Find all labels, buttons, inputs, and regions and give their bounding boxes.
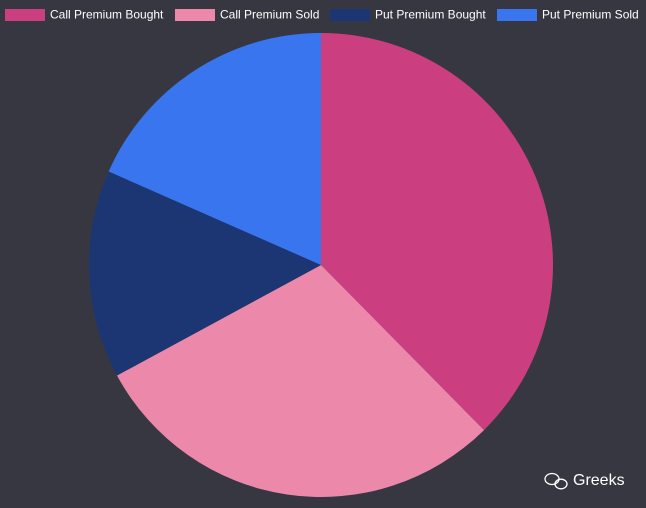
legend-label: Call Premium Bought — [50, 8, 164, 22]
watermark: Greeks — [573, 472, 625, 489]
pie-slice — [108, 33, 321, 265]
legend-swatch — [330, 9, 370, 21]
legend-label: Call Premium Sold — [220, 8, 319, 22]
legend-label: Put Premium Bought — [375, 8, 486, 22]
legend-label: Put Premium Sold — [542, 8, 639, 22]
pie-slice — [321, 33, 553, 431]
legend-swatch — [175, 9, 215, 21]
pie-slice — [116, 265, 485, 497]
watermark-icon — [544, 472, 568, 490]
legend-swatch — [5, 9, 45, 21]
legend-swatch — [497, 9, 537, 21]
pie-slice — [89, 171, 322, 376]
